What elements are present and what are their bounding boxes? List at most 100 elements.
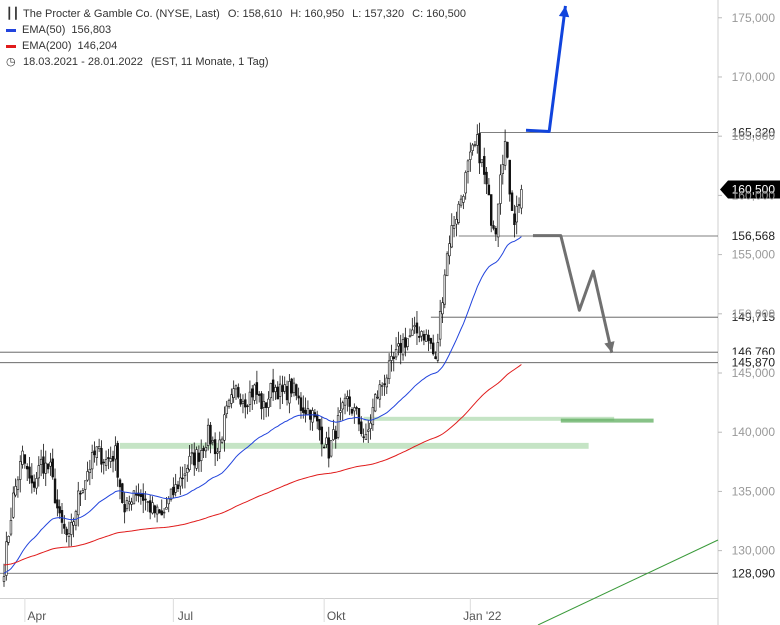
bearish-scenario-arrow-line — [532, 234, 614, 354]
level-label-bg — [720, 354, 780, 371]
candle-body — [274, 387, 277, 392]
candle-body — [290, 378, 293, 394]
candle-body — [332, 429, 335, 440]
candle-body — [44, 462, 47, 474]
period-info: (EST, 11 Monate, 1 Tag) — [150, 56, 269, 68]
y-tick-label: 160,000 — [732, 188, 776, 202]
candle-body — [320, 426, 324, 445]
candle-body — [457, 203, 460, 223]
candle-body — [415, 322, 419, 334]
level-label-bg — [720, 309, 780, 326]
candle-body — [464, 172, 467, 194]
candle-body — [413, 325, 416, 328]
candle-body — [225, 405, 228, 415]
candle-body — [520, 189, 523, 209]
level-pointer — [718, 124, 726, 141]
y-tick-label: 145,000 — [732, 366, 776, 380]
candle-body — [121, 483, 124, 503]
candle-body — [174, 484, 177, 493]
legend-ohlc-row: ┃┃ The Procter & Gamble Co. (NYSE, Last)… — [6, 6, 466, 22]
y-tick-label: 175,000 — [732, 11, 776, 25]
candle-body — [376, 396, 379, 399]
candle-body — [285, 386, 289, 401]
last-price-badge — [720, 180, 780, 199]
candle-body — [95, 446, 99, 458]
candle-body — [153, 505, 156, 514]
ema50-swatch — [6, 28, 16, 32]
candle-body — [139, 494, 143, 498]
y-tick-label: 170,000 — [732, 70, 776, 84]
candle-body — [130, 501, 133, 505]
candle-body — [441, 302, 444, 315]
candle-body — [28, 466, 31, 479]
candle-body — [508, 159, 511, 195]
candle-body — [390, 355, 393, 361]
candle-body — [183, 473, 187, 477]
rising-trendline — [537, 539, 719, 625]
candle-body — [492, 225, 495, 229]
candle-body — [422, 334, 426, 341]
candle-body — [271, 379, 275, 393]
candle-body — [397, 343, 400, 347]
time-axis: Apr Jul Okt Jan '22 — [24, 598, 502, 623]
candle-body — [510, 192, 514, 211]
candle-body — [144, 498, 147, 501]
candle-body — [448, 243, 451, 257]
price-axis: 175,000 170,000 165,000 160,000 155,000 150,0… — [718, 11, 775, 558]
support-zones — [120, 416, 654, 449]
candle-body — [459, 198, 463, 206]
candle-body — [420, 331, 423, 337]
candle-body — [158, 509, 161, 514]
candle-body — [88, 468, 92, 473]
ema200-swatch — [6, 44, 16, 48]
candle-body — [200, 450, 203, 461]
candle-body — [350, 409, 354, 414]
candle-body — [425, 334, 428, 342]
candle-body — [336, 415, 340, 438]
candle-body — [292, 382, 296, 393]
candle-body — [93, 450, 96, 456]
period-range: 18.03.2021 - 28.01.2022 — [23, 56, 143, 68]
candle-body — [209, 424, 212, 445]
support-zone — [120, 442, 589, 449]
candle-body — [114, 445, 117, 460]
candle-body — [404, 337, 407, 348]
candle-body — [160, 510, 163, 516]
candlesticks — [2, 122, 523, 587]
candle-body — [60, 510, 64, 523]
candle-body — [239, 398, 242, 405]
candle-body — [408, 335, 412, 338]
candle-body — [452, 225, 456, 229]
candle-body — [202, 448, 205, 451]
candle-body — [478, 133, 481, 164]
candle-body — [318, 418, 321, 431]
candle-body — [427, 334, 430, 341]
candle-body — [357, 408, 361, 425]
level-label: 165,320 — [732, 125, 776, 139]
candle-body — [473, 144, 477, 146]
candle-body — [23, 454, 27, 464]
candle-body — [21, 450, 24, 465]
candle-body — [188, 455, 191, 470]
candle-body — [496, 203, 500, 238]
candle-body — [311, 410, 314, 423]
candle-body — [362, 436, 365, 438]
candle-body — [220, 438, 224, 443]
candle-body — [513, 213, 516, 226]
candle-body — [406, 338, 409, 347]
candle-body — [2, 576, 6, 582]
ema200-value: 146,204 — [77, 40, 118, 52]
candle-body — [111, 455, 115, 462]
candle-body — [297, 395, 300, 399]
y-tick-label: 135,000 — [732, 484, 776, 498]
candle-body — [16, 479, 20, 490]
candle-body — [466, 160, 470, 172]
candle-body — [39, 458, 43, 465]
candle-body — [204, 447, 208, 452]
y-tick-label: 140,000 — [732, 425, 776, 439]
candle-body — [343, 397, 347, 406]
horizontal-levels: 165,320156,568149,715146,760145,870128,0… — [0, 124, 780, 582]
candle-body — [251, 388, 254, 398]
level-pointer — [718, 228, 726, 245]
candle-body — [179, 477, 182, 487]
